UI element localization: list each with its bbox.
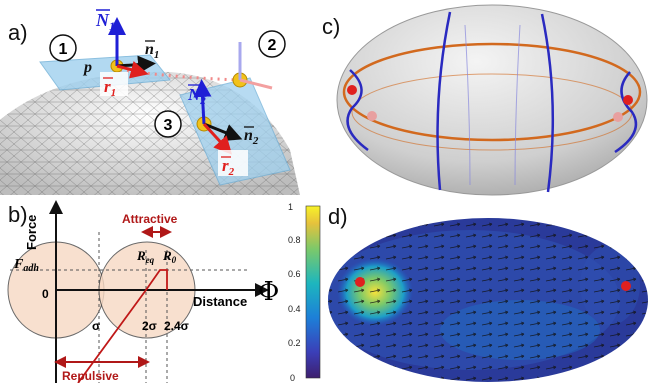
red-particle-3	[623, 95, 633, 105]
blue-meridian-2	[540, 13, 555, 193]
cbar-tick-0: 0	[290, 373, 295, 383]
label-n2: n2	[244, 127, 259, 147]
circle-1	[49, 34, 77, 62]
cbar-tick-08: 0.8	[288, 235, 301, 245]
label-n1: n1	[145, 41, 159, 61]
panel-c: c)	[322, 4, 648, 196]
label-r2: r2	[222, 156, 235, 178]
r2-label-bg	[218, 150, 248, 176]
direction-vector-2	[203, 122, 243, 142]
r1-label-bg	[100, 72, 128, 96]
colorbar-label: Φ	[258, 277, 279, 307]
fadh-label: Fadh	[13, 257, 39, 274]
two-four-sigma-label: 2.4σ	[164, 319, 189, 333]
circled-number-1: 1	[59, 41, 68, 58]
panel-c-letter: c)	[322, 14, 340, 39]
repulsive-label: Repulsive	[62, 369, 119, 383]
y-axis-label: Force	[24, 215, 39, 250]
blue-loop-right	[614, 71, 638, 154]
blue-meridian-faint-2	[514, 24, 521, 186]
sigma-label: σ	[92, 319, 100, 333]
r-vector-2-ghost	[239, 78, 273, 90]
cbar-tick-1: 1	[288, 202, 293, 212]
orange-ring-upper	[342, 42, 642, 142]
label-N1: N1	[95, 10, 115, 33]
red-particle-2	[367, 111, 377, 121]
ellipsoid	[336, 4, 648, 196]
panel-a-letter: a)	[8, 20, 28, 45]
circled-number-2: 2	[268, 37, 277, 54]
blue-meridian-1	[436, 11, 452, 191]
r-vector-2	[202, 122, 233, 155]
red-particle-d1	[355, 277, 365, 287]
panel-b-letter: b)	[8, 202, 28, 227]
label-r1: r1	[104, 77, 116, 99]
zero-label: 0	[42, 287, 49, 301]
circled-number-3: 3	[164, 117, 173, 134]
r0-label: R0	[162, 248, 177, 265]
blue-loop-left	[346, 69, 369, 152]
panel-d: d)	[328, 204, 648, 382]
x-axis-label: Distance	[193, 294, 247, 309]
cbar-tick-06: 0.6	[288, 269, 301, 279]
label-p: p	[82, 59, 92, 76]
r-vector-1	[116, 61, 149, 79]
panel-d-letter: d)	[328, 204, 348, 229]
label-N2: N2	[187, 85, 206, 107]
colorbar: 1 0.8 0.6 0.4 0.2 0 Φ	[258, 202, 321, 383]
blue-meridian-faint-1	[464, 24, 471, 186]
panel-b: b) Force Distance 0 Fadh σ 2σ 2.4σ Req R…	[7, 200, 269, 383]
circle-3	[154, 110, 182, 138]
colorbar-gradient	[305, 205, 321, 379]
two-sigma-label: 2σ	[142, 319, 157, 333]
panel-a: a) 1 2 3 N1 n1 p r1 N2 n2 r2	[0, 9, 300, 195]
circle-2	[258, 30, 286, 58]
normal-vector-2	[193, 79, 212, 125]
red-particle-4	[613, 112, 623, 122]
attractive-label: Attractive	[122, 212, 178, 226]
req-label: Req	[136, 248, 155, 265]
cbar-tick-02: 0.2	[288, 338, 301, 348]
velocity-arrow-field	[328, 218, 648, 382]
cbar-tick-04: 0.4	[288, 304, 301, 314]
force-curve	[77, 269, 168, 383]
red-particle-d2	[621, 281, 631, 291]
red-particle-1	[347, 85, 357, 95]
